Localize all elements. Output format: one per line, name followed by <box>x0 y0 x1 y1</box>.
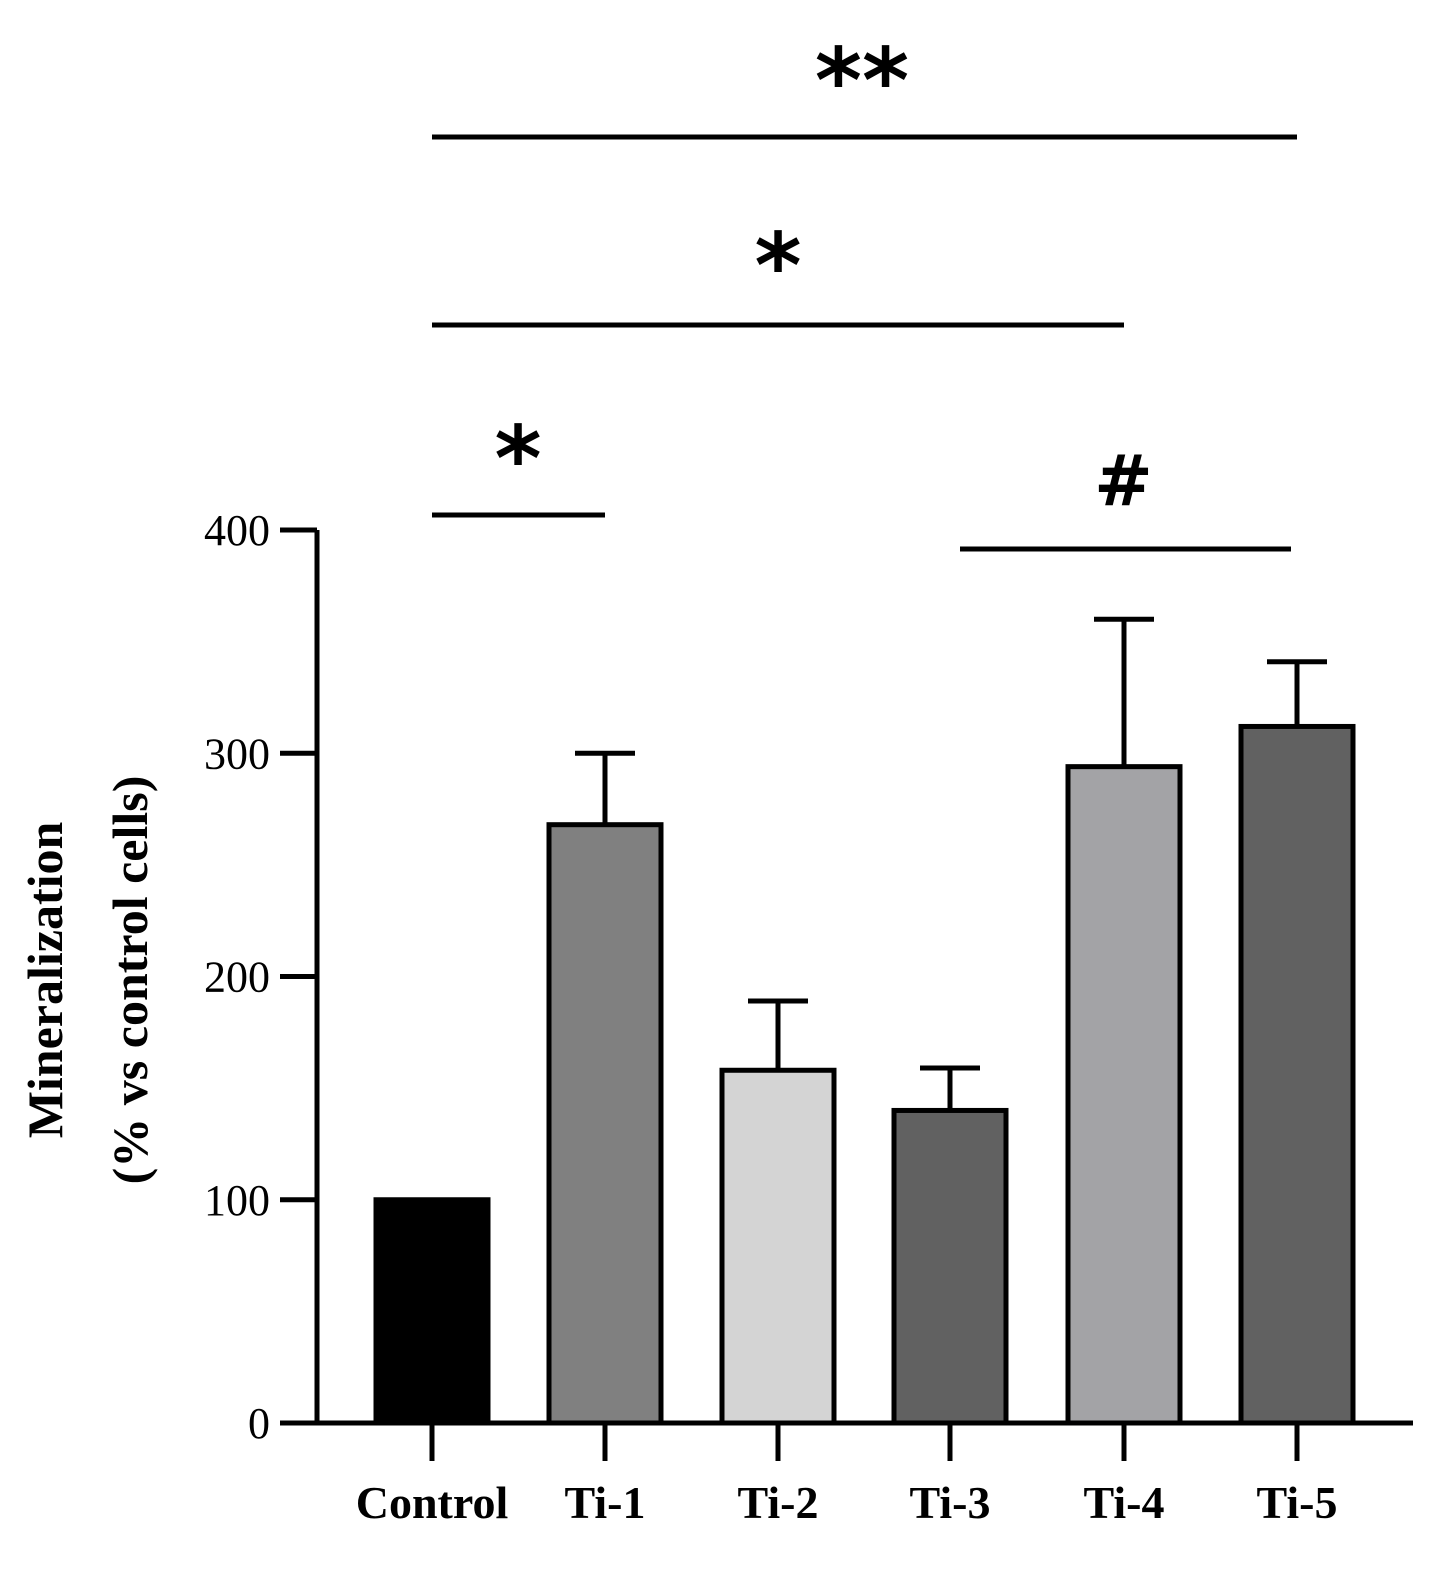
x-tick-label: Ti-1 <box>565 1477 646 1528</box>
error-bars <box>575 616 1327 1111</box>
significance-label: * <box>754 214 801 319</box>
significance-label: * <box>494 407 541 512</box>
significance-label: ** <box>815 29 909 134</box>
bar-ti-5 <box>1238 723 1356 1426</box>
x-tick-label: Ti-5 <box>1257 1477 1338 1528</box>
x-tick-label: Control <box>356 1477 509 1528</box>
significance-label: # <box>1094 440 1153 522</box>
bar-ti-2 <box>719 1067 837 1426</box>
y-tick-label: 400 <box>204 506 270 555</box>
significance-annotations: **** # <box>432 29 1297 552</box>
bar-ti-1 <box>546 822 664 1426</box>
y-axis-label-line2: (% vs control cells) <box>102 776 158 1185</box>
x-tick-label: Ti-3 <box>910 1477 991 1528</box>
bar-control <box>373 1197 491 1426</box>
y-axis-label: Mineralization <box>17 822 73 1139</box>
y-tick-label: 300 <box>204 729 270 778</box>
x-tick-label: Ti-4 <box>1084 1477 1165 1528</box>
y-tick-label: 0 <box>248 1399 270 1448</box>
y-tick-label: 200 <box>204 953 270 1002</box>
bar-ti-3 <box>891 1107 1009 1426</box>
y-tick-label: 100 <box>204 1176 270 1225</box>
x-tick-label: Ti-2 <box>738 1477 819 1528</box>
bars <box>373 723 1356 1426</box>
axes: 0 100 200 300 400 Control Ti-1 Ti-2 Ti-3 Ti-4 Ti-5 <box>204 506 1413 1528</box>
bar-ti-4 <box>1065 764 1183 1426</box>
